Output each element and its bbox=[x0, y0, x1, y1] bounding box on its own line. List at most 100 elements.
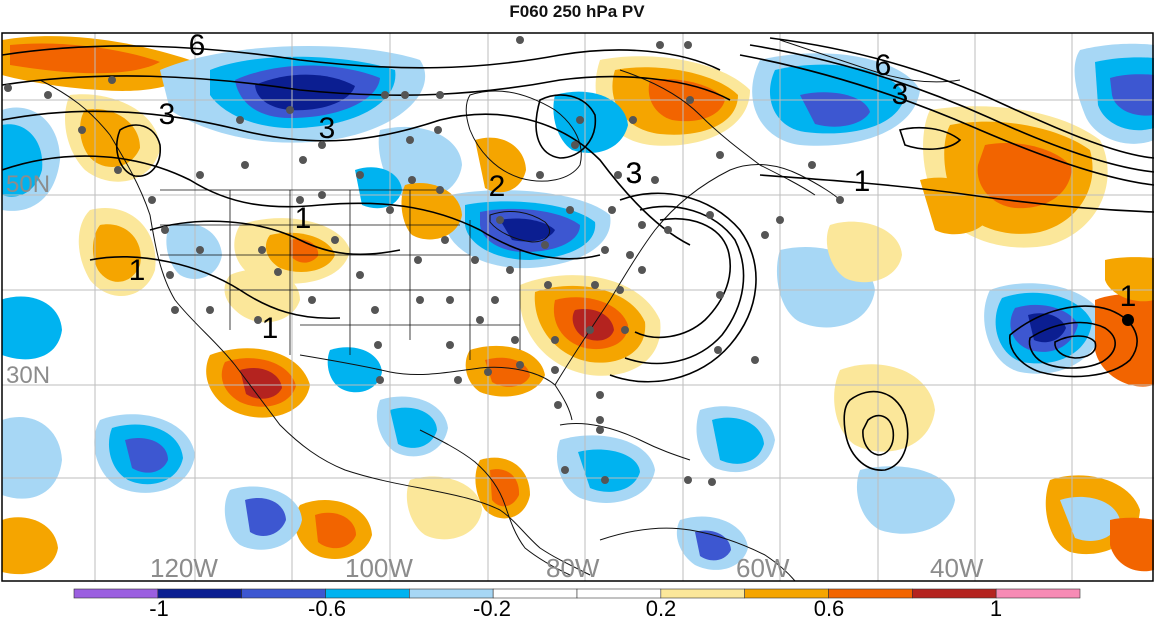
station-dot bbox=[751, 356, 759, 364]
colorbar-label: 0.6 bbox=[814, 596, 845, 619]
station-dot bbox=[436, 186, 444, 194]
colorbar-swatch bbox=[73, 588, 159, 599]
colorbar-swatch bbox=[995, 588, 1081, 599]
station-dot bbox=[706, 211, 714, 219]
station-dot bbox=[511, 336, 519, 344]
chart-title: F060 250 hPa PV bbox=[509, 2, 645, 21]
station-dot bbox=[761, 231, 769, 239]
contour-line bbox=[739, 54, 1154, 186]
state-borders bbox=[160, 189, 521, 360]
contour-line bbox=[116, 124, 161, 177]
contour-label: 2 bbox=[489, 170, 506, 203]
anomaly-orange bbox=[2, 517, 58, 575]
station-dot bbox=[371, 306, 379, 314]
lon-label-60w: 60W bbox=[736, 553, 790, 583]
station-dot bbox=[441, 236, 449, 244]
anomaly-blue bbox=[125, 438, 168, 473]
contour-line bbox=[843, 390, 909, 471]
contour-line bbox=[149, 220, 401, 256]
colorbar-labels: -1 -0.6 -0.2 0.2 0.6 1 bbox=[149, 596, 1002, 619]
lon-label-80w: 80W bbox=[546, 553, 600, 583]
anomaly-dark-orange bbox=[1110, 517, 1154, 572]
coastline-gulf bbox=[299, 354, 573, 421]
contour-label: 1 bbox=[262, 312, 279, 345]
anomaly-blue bbox=[1110, 74, 1154, 116]
station-dot bbox=[576, 116, 584, 124]
contour-label: 6 bbox=[189, 29, 206, 62]
anomaly-light-blue bbox=[1060, 496, 1120, 541]
station-dot bbox=[161, 226, 169, 234]
station-dot bbox=[614, 171, 622, 179]
station-dot bbox=[616, 286, 624, 294]
colorbar-label: -0.2 bbox=[473, 596, 511, 619]
station-dot bbox=[446, 296, 454, 304]
station-dot bbox=[708, 478, 716, 486]
contour-label: 3 bbox=[626, 157, 643, 190]
coastline-east bbox=[554, 164, 841, 386]
contour-line bbox=[535, 94, 597, 159]
contour-label: 6 bbox=[875, 49, 892, 82]
station-dot bbox=[776, 216, 784, 224]
anomaly-dark-orange bbox=[1095, 293, 1154, 387]
lat-label-30n: 30N bbox=[6, 362, 50, 389]
station-dot bbox=[808, 161, 816, 169]
station-dot bbox=[308, 296, 316, 304]
coastline-hudson bbox=[465, 90, 582, 182]
station-dot bbox=[836, 196, 844, 204]
lon-label-120w: 120W bbox=[150, 553, 218, 583]
contour-label: 1 bbox=[1120, 280, 1137, 313]
station-dot bbox=[536, 171, 544, 179]
station-dot bbox=[166, 271, 174, 279]
station-dot bbox=[206, 306, 214, 314]
station-dot bbox=[629, 116, 637, 124]
station-dot bbox=[638, 266, 646, 274]
colorbar-label: 0.2 bbox=[646, 596, 677, 619]
station-dot bbox=[434, 126, 442, 134]
station-dots bbox=[4, 36, 844, 486]
station-dot bbox=[684, 476, 692, 484]
anomaly-dark-orange bbox=[315, 512, 356, 549]
anomaly-light-yellow bbox=[826, 221, 902, 283]
station-dot bbox=[554, 401, 562, 409]
lat-label-50n: 50N bbox=[6, 171, 50, 198]
anomaly-light-blue bbox=[856, 466, 955, 534]
contour-label: 1 bbox=[129, 254, 146, 287]
station-dot bbox=[471, 256, 479, 264]
station-dot bbox=[714, 346, 722, 354]
station-dot bbox=[516, 36, 524, 44]
station-dot bbox=[506, 266, 514, 274]
anomaly-dark-blue bbox=[255, 74, 355, 111]
contour-label: 1 bbox=[295, 202, 312, 235]
station-dot bbox=[571, 141, 579, 149]
station-dot bbox=[108, 76, 116, 84]
anomaly-cyan bbox=[390, 407, 437, 448]
anomaly-dark-blue bbox=[1028, 313, 1066, 343]
station-dot bbox=[591, 281, 599, 289]
anomaly-dark-orange bbox=[10, 43, 160, 74]
station-dot bbox=[148, 196, 156, 204]
station-dot bbox=[491, 296, 499, 304]
station-dot bbox=[484, 368, 492, 376]
station-dot bbox=[596, 416, 604, 424]
station-marker bbox=[1122, 314, 1134, 326]
station-dot bbox=[386, 206, 394, 214]
contour-label: 3 bbox=[892, 78, 909, 111]
contour-label: 3 bbox=[626, 157, 643, 190]
station-dot bbox=[446, 341, 454, 349]
anomaly-blue bbox=[800, 92, 870, 127]
station-dot bbox=[516, 361, 524, 369]
station-dot bbox=[318, 141, 326, 149]
contour-line bbox=[2, 110, 691, 246]
contour-line bbox=[1028, 321, 1116, 369]
station-dot bbox=[476, 316, 484, 324]
station-dot bbox=[78, 126, 86, 134]
colorbar bbox=[73, 588, 1081, 599]
station-dot bbox=[561, 466, 569, 474]
contour-line bbox=[759, 174, 1154, 213]
anomaly-cyan bbox=[712, 417, 764, 464]
coastline-cuba bbox=[559, 422, 691, 461]
anomaly-light-blue bbox=[378, 126, 462, 199]
station-dot bbox=[356, 271, 364, 279]
station-dot bbox=[286, 106, 294, 114]
coastline-centralamerica bbox=[419, 429, 571, 576]
